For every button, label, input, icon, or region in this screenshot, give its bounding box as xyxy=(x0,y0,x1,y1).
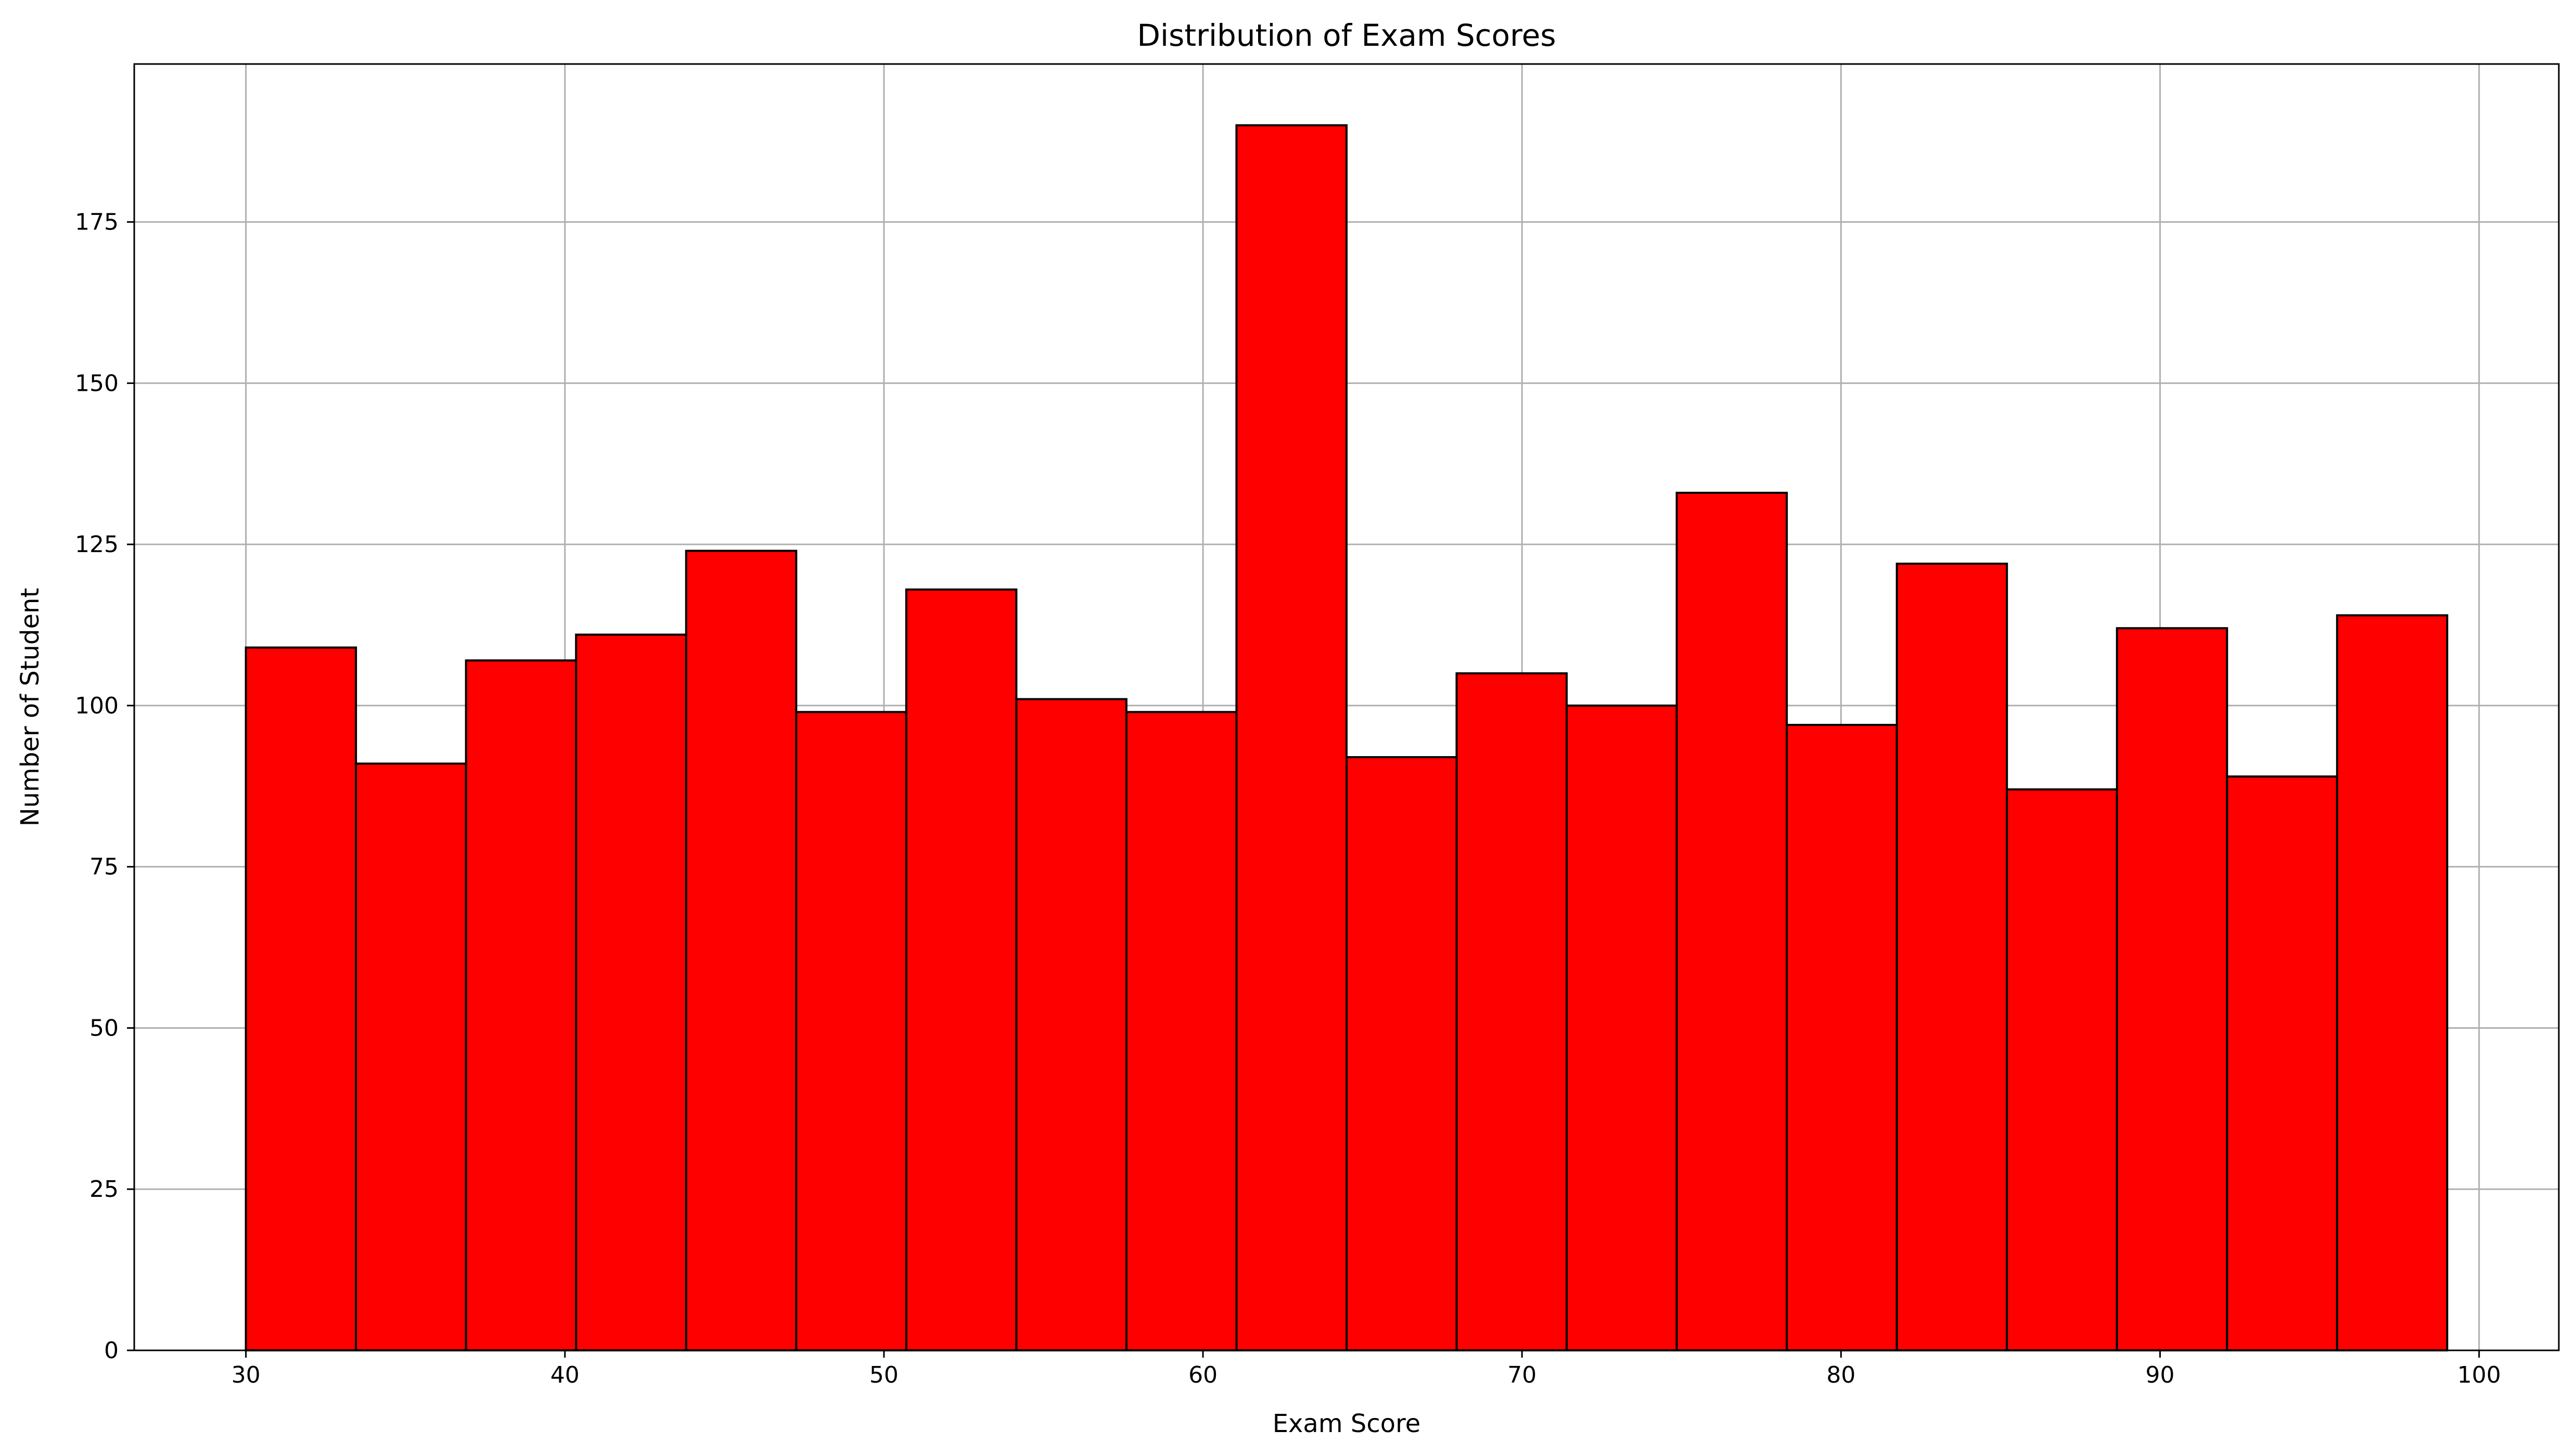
histogram-bar xyxy=(2006,788,2118,1351)
y-tick-label: 25 xyxy=(89,1176,119,1203)
chart-title: Distribution of Exam Scores xyxy=(1137,18,1556,53)
x-tick-label: 40 xyxy=(550,1362,580,1388)
plot-frame xyxy=(133,63,2560,1351)
histogram-bar xyxy=(905,588,1018,1351)
histogram-bar xyxy=(575,633,687,1351)
histogram-bar xyxy=(465,659,578,1351)
y-tick-label: 175 xyxy=(75,209,119,236)
histogram-bar xyxy=(245,646,357,1351)
y-tick-label: 0 xyxy=(104,1337,119,1364)
x-tick-label: 50 xyxy=(869,1362,899,1388)
x-tick-label: 60 xyxy=(1188,1362,1217,1388)
histogram-bar xyxy=(1895,563,2008,1351)
y-tick-label: 50 xyxy=(89,1015,119,1041)
x-tick-label: 30 xyxy=(232,1362,261,1388)
y-tick-label: 100 xyxy=(75,693,119,719)
histogram-bar xyxy=(1786,724,1898,1351)
x-tick-label: 100 xyxy=(2457,1362,2501,1388)
histogram-bars xyxy=(245,124,2449,1351)
histogram-bar xyxy=(2226,775,2338,1351)
x-axis-title: Exam Score xyxy=(1273,1409,1421,1438)
y-tick-label: 150 xyxy=(75,370,119,397)
y-tick-label: 75 xyxy=(89,854,119,880)
histogram-bar xyxy=(1455,672,1568,1351)
histogram-bar xyxy=(2336,614,2449,1351)
histogram-bar xyxy=(1015,698,1127,1351)
histogram-bar xyxy=(355,762,467,1351)
histogram-bar xyxy=(1345,756,1458,1351)
histogram-bar xyxy=(1125,711,1238,1351)
y-tick-label: 125 xyxy=(75,531,119,558)
histogram-bar xyxy=(1566,704,1678,1351)
histogram-bar xyxy=(1235,124,1348,1351)
x-tick-label: 80 xyxy=(1826,1362,1855,1388)
x-tick-label: 70 xyxy=(1507,1362,1536,1388)
histogram-bar xyxy=(2116,627,2228,1351)
axis-ticks: 30 40 50 60 70 80 90 100 0 25 50 75 100 125 150 175 xyxy=(75,209,2501,1388)
histogram-bar xyxy=(795,711,907,1351)
histogram-bar xyxy=(1675,492,1788,1351)
y-axis-title: Number of Student xyxy=(16,588,45,827)
x-tick-label: 90 xyxy=(2146,1362,2175,1388)
histogram-bar xyxy=(685,550,798,1351)
